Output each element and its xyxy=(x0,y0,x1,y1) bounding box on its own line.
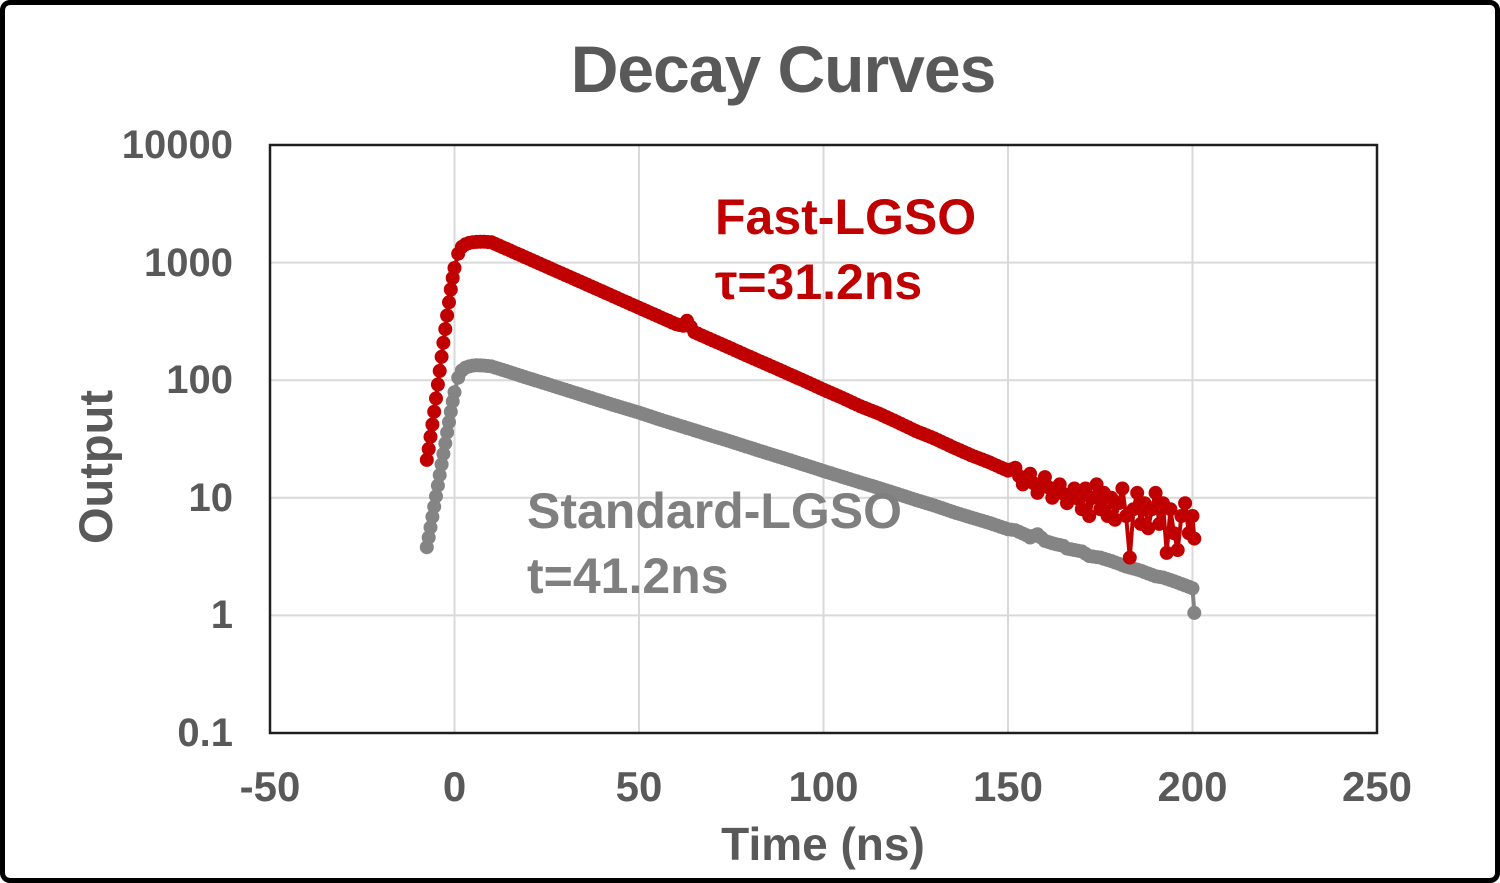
annotation-fast-lgso-tau: τ=31.2ns xyxy=(715,254,923,310)
y-axis-title: Output xyxy=(69,390,122,544)
x-tick-label: 100 xyxy=(788,763,859,810)
y-tick-label: 0.1 xyxy=(177,711,233,755)
y-tick-label: 10000 xyxy=(121,123,233,167)
y-tick-label: 100 xyxy=(166,358,233,403)
y-tick-label: 1000 xyxy=(144,240,233,285)
x-tick-label: 250 xyxy=(1341,763,1413,810)
annotation-standard-lgso: Standard-LGSO t=41.2ns xyxy=(527,479,902,609)
series-fast-lgso xyxy=(419,234,1202,565)
annotation-standard-lgso-tau: t=41.2ns xyxy=(527,548,729,604)
annotation-fast-lgso-name: Fast-LGSO xyxy=(715,189,977,245)
chart-title: Decay Curves xyxy=(570,32,997,106)
x-tick-label: 150 xyxy=(972,763,1044,810)
x-tick-label: 200 xyxy=(1157,763,1228,810)
plot-border xyxy=(268,143,1379,735)
annotation-standard-lgso-name: Standard-LGSO xyxy=(527,483,903,539)
y-tick-label: 1 xyxy=(210,593,233,638)
x-tick-label: 0 xyxy=(442,763,467,810)
series-standard-lgso xyxy=(419,358,1202,620)
x-axis-title: Time (ns) xyxy=(721,818,925,870)
plot-area xyxy=(268,143,1379,735)
y-tick-label: 10 xyxy=(188,475,234,520)
x-tick-label: 50 xyxy=(615,763,663,810)
x-tick-label: -50 xyxy=(239,763,301,810)
annotation-fast-lgso: Fast-LGSO τ=31.2ns xyxy=(715,185,976,315)
